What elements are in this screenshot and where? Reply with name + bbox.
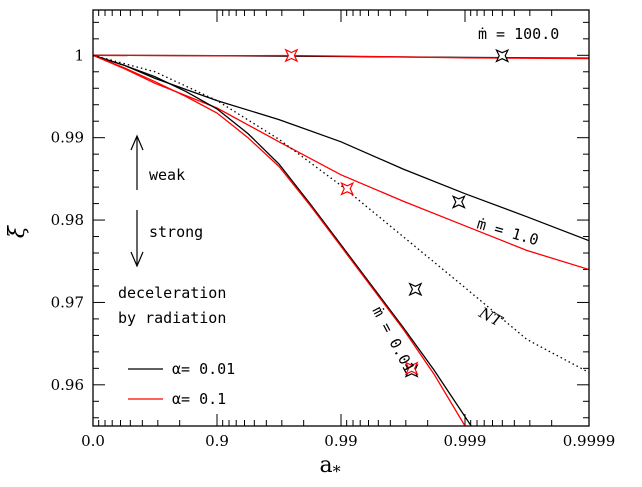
star-marker-4 (408, 282, 423, 297)
series-line-3 (93, 54, 589, 271)
x-tick-label: 0.999 (444, 432, 487, 450)
star-marker-6 (404, 361, 419, 376)
weak-arrow-icon (130, 134, 144, 190)
y-axis-label: ξ (5, 224, 30, 238)
strong-arrow-icon (130, 210, 144, 268)
annotation-nt: NT (475, 303, 506, 331)
y-tick-label: 1 (74, 46, 84, 64)
y-tick-label: 0.97 (51, 293, 84, 311)
x-axis-label: a* (319, 453, 340, 481)
annotation-mdot-100: ṁ = 100.0 (478, 25, 559, 43)
series-line-1 (93, 54, 589, 60)
x-tick-label: 0.0 (81, 432, 105, 450)
legend-label-alpha-01: α= 0.1 (172, 390, 226, 408)
star-marker-0 (284, 48, 299, 63)
annotation-mdot-1: ṁ = 1.0 (475, 215, 541, 250)
annotation-deceleration: deceleration (118, 284, 226, 302)
star-marker-2 (340, 181, 355, 196)
tick-labels: 0.0 0.9 0.99 0.999 0.9999 0.96 0.97 0.98 0.99 1 (51, 46, 616, 450)
annotation-strong: strong (149, 223, 203, 241)
x-tick-label: 0.99 (324, 432, 357, 450)
series-line-4 (93, 54, 472, 426)
annotation-weak: weak (149, 166, 185, 184)
legend-label-alpha-001: α= 0.01 (172, 360, 235, 378)
annotation-by-radiation: by radiation (118, 309, 226, 327)
y-tick-label: 0.99 (51, 129, 84, 147)
series-line-6 (93, 54, 589, 374)
x-tick-label: 0.9 (205, 432, 229, 450)
star-marker-3 (451, 195, 466, 209)
legend: α= 0.01 α= 0.1 (128, 360, 235, 408)
y-tick-label: 0.98 (51, 211, 84, 229)
plot-frame (92, 9, 590, 427)
y-tick-label: 0.96 (51, 376, 84, 394)
x-tick-label: 0.9999 (563, 432, 616, 450)
series-layer (93, 54, 589, 426)
series-line-2 (93, 54, 589, 242)
series-line-5 (93, 54, 466, 426)
star-marker-1 (495, 48, 510, 63)
tick-marks (92, 10, 590, 426)
marker-layer (284, 48, 510, 378)
